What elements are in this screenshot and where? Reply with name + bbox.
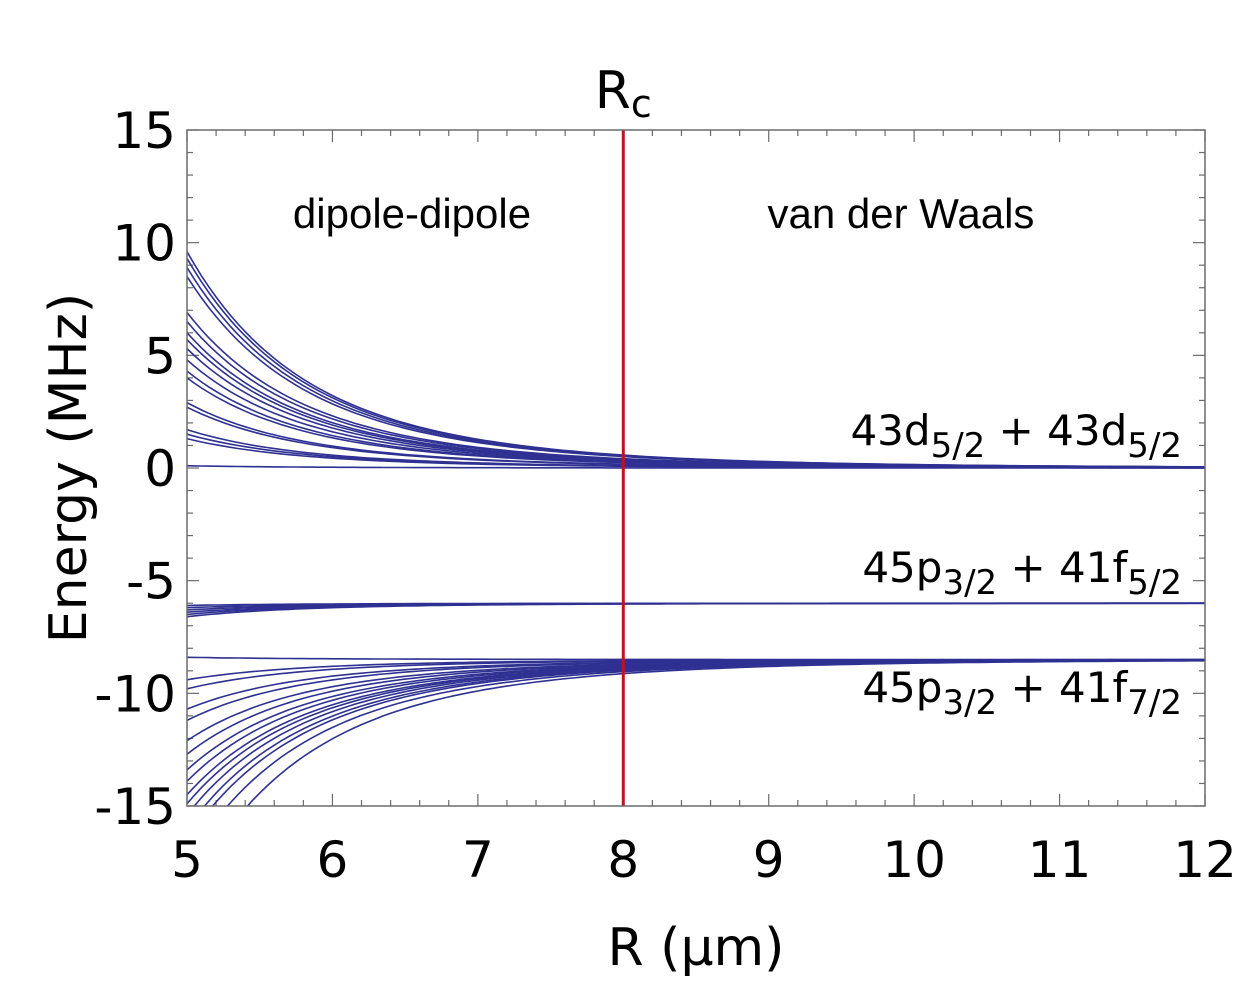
y-tick-label: 15 (112, 102, 176, 160)
state-label-part: + 41f (997, 663, 1128, 712)
y-tick-label: 10 (112, 215, 176, 273)
state-label-sub: 7/2 (1127, 683, 1182, 723)
y-tick-label: 5 (144, 327, 176, 385)
y-axis-title: Energy (MHz) (39, 293, 99, 643)
state-label-sub: 3/2 (942, 683, 997, 723)
region-label-dipole-dipole: dipole-dipole (293, 190, 531, 237)
plot-frame (186, 129, 1206, 807)
y-tick-label: -5 (126, 553, 176, 611)
y-tick-label: -10 (94, 665, 176, 723)
state-label-43d-43d: 43d5/2 + 43d5/2 (850, 406, 1182, 466)
y-tick-label: -15 (94, 778, 176, 836)
x-tick-label: 7 (462, 831, 494, 889)
x-tick-label: 8 (607, 831, 639, 889)
x-tick-label: 10 (882, 831, 946, 889)
state-label-sub: 5/2 (931, 426, 986, 466)
state-label-sub: 3/2 (942, 563, 997, 603)
state-label-sub: 5/2 (1127, 563, 1182, 603)
y-tick-label: 0 (144, 440, 176, 498)
x-tick-label: 11 (1028, 831, 1092, 889)
y-tick-labels: 15 10 5 0 -5 -10 -15 (94, 102, 176, 836)
state-label-part: 45p (862, 543, 942, 592)
rc-label-main: R (595, 61, 631, 121)
x-axis-title: R (μm) (608, 918, 785, 978)
series-lines (187, 251, 1205, 806)
x-tick-label: 9 (753, 831, 785, 889)
state-label-part: + 41f (997, 543, 1128, 592)
state-label-45p-41f52: 45p3/2 + 41f5/2 (862, 543, 1182, 603)
x-tick-label: 5 (171, 831, 203, 889)
state-label-part: 45p (862, 663, 942, 712)
series-line (187, 602, 1205, 618)
series-line (187, 464, 1205, 469)
region-label-van-der-waals: van der Waals (768, 190, 1035, 237)
series-line (246, 659, 1205, 806)
state-label-part: 43d (850, 406, 930, 455)
state-label-45p-41f72: 45p3/2 + 41f7/2 (862, 663, 1182, 723)
x-tick-label: 12 (1173, 831, 1237, 889)
x-tick-label: 6 (317, 831, 349, 889)
rc-marker-label: Rc (595, 61, 652, 126)
x-tick-labels: 5 6 7 8 9 10 11 12 (171, 831, 1237, 889)
state-label-part: + 43d (985, 406, 1127, 455)
state-label-sub: 5/2 (1127, 426, 1182, 466)
rc-label-sub: c (631, 82, 652, 126)
